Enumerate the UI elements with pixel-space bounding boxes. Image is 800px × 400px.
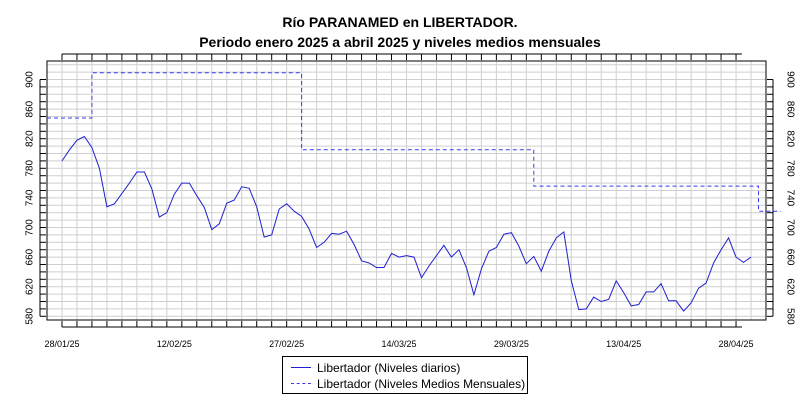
y-tick-label-right: 700 — [784, 219, 795, 236]
legend: Libertador (Niveles diarios) Libertador … — [282, 356, 528, 394]
y-tick-label-right: 660 — [784, 249, 795, 266]
y-tick-label-left: 740 — [25, 189, 36, 206]
chart-title: Río PARANAMED en LIBERTADOR. — [282, 14, 518, 30]
y-tick-label-left: 620 — [25, 278, 36, 295]
legend-label: Libertador (Niveles diarios) — [317, 361, 461, 375]
y-tick-label-left: 780 — [25, 160, 36, 177]
series-line-daily — [61, 135, 752, 312]
y-tick-label-right: 780 — [784, 160, 795, 177]
x-tick-label: 12/02/25 — [157, 339, 192, 349]
y-tick-label-right: 820 — [784, 130, 795, 147]
y-tick-label-left: 580 — [25, 308, 36, 325]
axes: 580 580 620 620 660 660 700 700 740 740 780 780 820 8… — [25, 53, 795, 349]
y-tick-label-left: 700 — [25, 219, 36, 236]
plot-border — [46, 60, 767, 321]
x-tick-label: 28/04/25 — [719, 339, 754, 349]
y-tick-label-left: 900 — [25, 71, 36, 88]
x-tick-label: 13/04/25 — [606, 339, 641, 349]
legend-item-monthly: Libertador (Niveles Medios Mensuales) — [283, 376, 527, 392]
x-tick-label: 29/03/25 — [494, 339, 529, 349]
x-tick-label: 27/02/25 — [269, 339, 304, 349]
series-line-monthly — [47, 72, 781, 212]
y-tick-label-right: 900 — [784, 71, 795, 88]
y-tick-label-left: 860 — [25, 100, 36, 117]
series-layer — [47, 72, 781, 312]
chart-subtitle: Periodo enero 2025 a abril 2025 y nivele… — [199, 34, 601, 50]
y-tick-label-right: 580 — [784, 308, 795, 325]
legend-item-daily: Libertador (Niveles diarios) — [283, 360, 527, 376]
grid — [47, 61, 766, 320]
y-tick-label-left: 820 — [25, 130, 36, 147]
y-tick-label-right: 620 — [784, 278, 795, 295]
legend-swatch-dashed — [291, 383, 311, 384]
legend-swatch-solid — [291, 367, 311, 368]
y-tick-label-right: 740 — [784, 190, 795, 207]
x-tick-label: 28/01/25 — [44, 339, 79, 349]
legend-label: Libertador (Niveles Medios Mensuales) — [317, 377, 526, 391]
y-tick-label-right: 860 — [784, 101, 795, 118]
y-tick-label-left: 660 — [25, 248, 36, 265]
x-tick-label: 14/03/25 — [381, 339, 416, 349]
